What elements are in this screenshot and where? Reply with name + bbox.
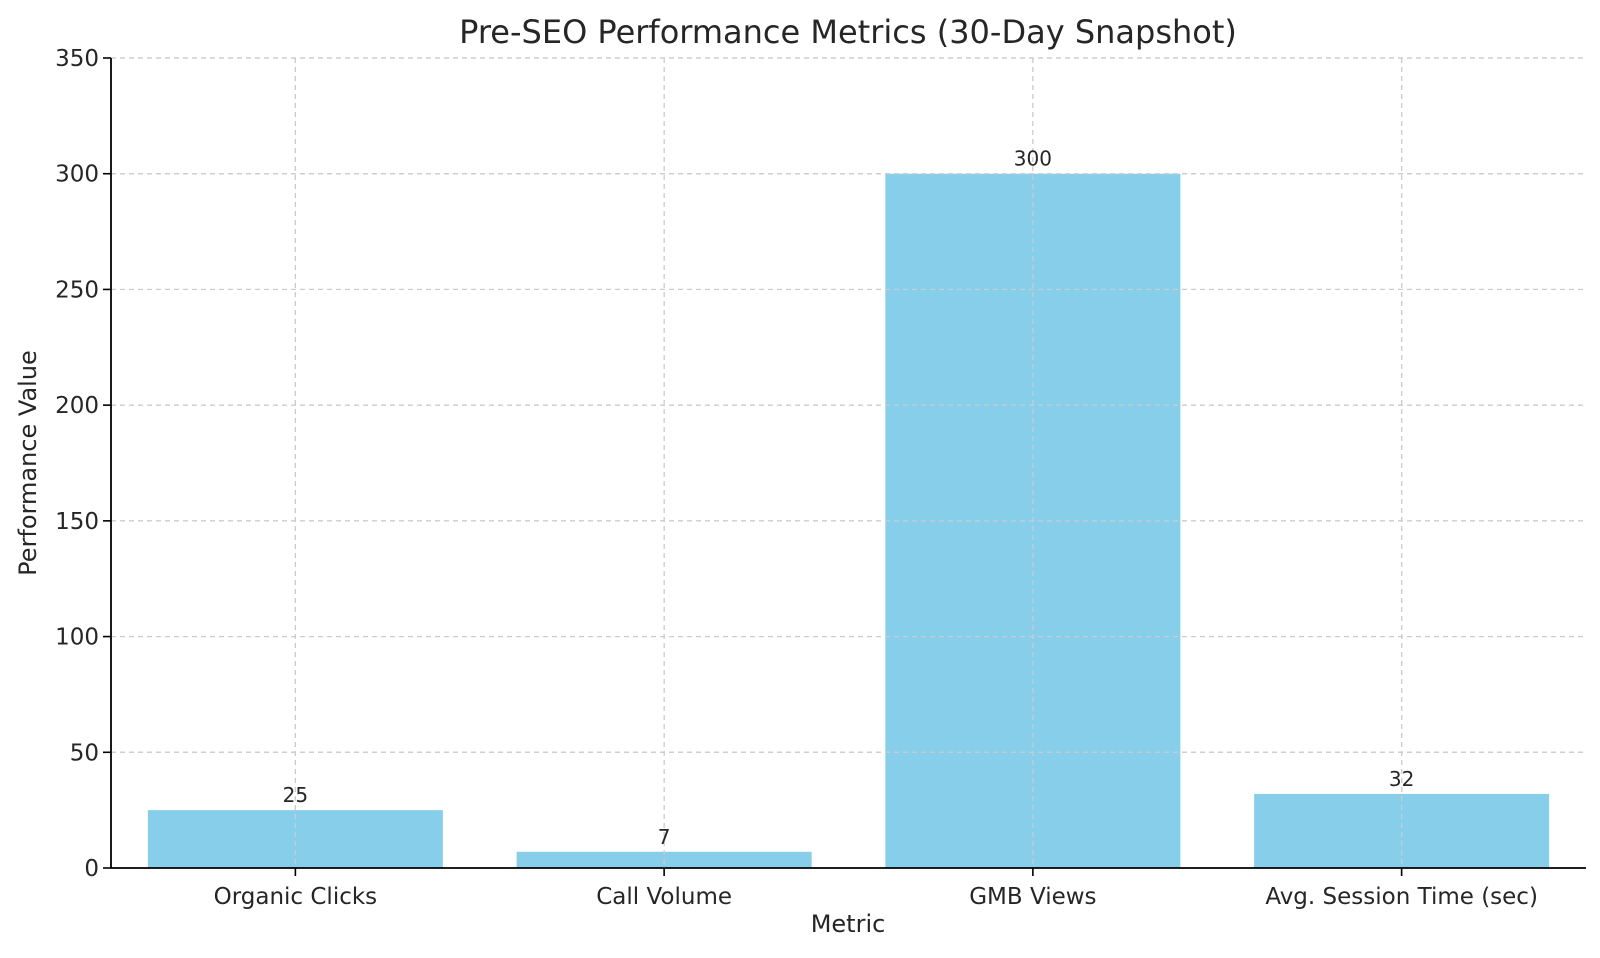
gridlines: [111, 57, 1586, 868]
y-axis-label: Performance Value: [14, 350, 42, 576]
y-tick-label: 250: [55, 277, 99, 303]
y-tick-label: 350: [55, 46, 99, 72]
bar-value-label: 300: [1014, 147, 1052, 171]
x-tick-label: Call Volume: [596, 884, 732, 910]
x-tick-label: Organic Clicks: [214, 884, 378, 910]
axes: [103, 57, 1586, 876]
y-tick-label: 300: [55, 162, 99, 188]
y-tick-label: 150: [55, 509, 99, 535]
x-tick-label: Avg. Session Time (sec): [1265, 884, 1538, 910]
x-axis-label: Metric: [811, 910, 886, 938]
bar-organic-clicks: [147, 810, 443, 868]
labels: 0 50 100 150 200 250 300 350 25 Organic Clicks 7 Ca…: [55, 46, 1538, 910]
y-tick-label: 50: [70, 740, 99, 766]
y-tick-label: 200: [55, 393, 99, 419]
y-tick-label: 0: [84, 856, 99, 882]
bar-value-label: 7: [658, 825, 671, 849]
chart-title: Pre-SEO Performance Metrics (30-Day Snap…: [459, 13, 1237, 51]
bar-value-label: 25: [283, 783, 308, 807]
y-tick-label: 100: [55, 625, 99, 651]
x-tick-label: GMB Views: [969, 884, 1096, 910]
bar-value-label: 32: [1389, 767, 1414, 791]
bars: [111, 57, 1586, 868]
